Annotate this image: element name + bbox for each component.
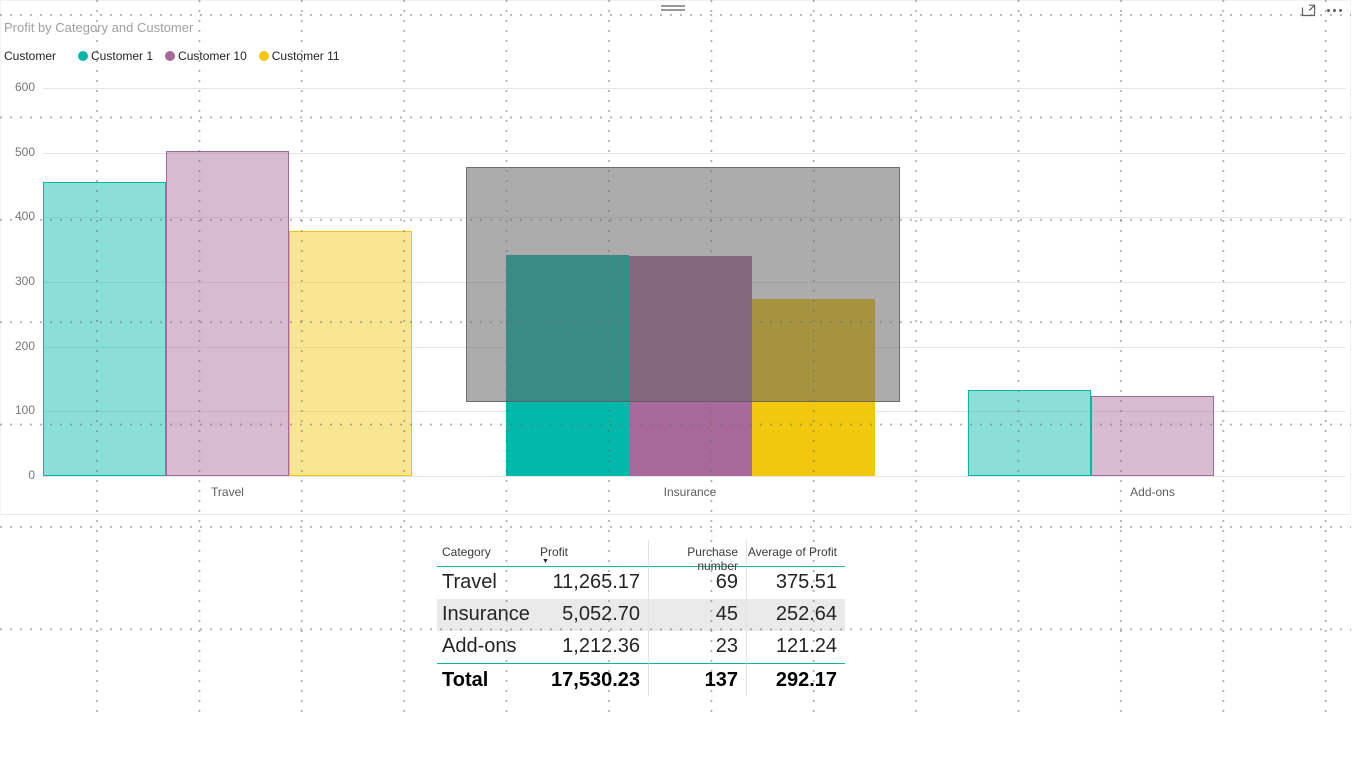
y-gridline bbox=[43, 88, 1346, 89]
table-cell[interactable]: 5,052.70 bbox=[535, 599, 648, 631]
column-header-average-of-profit[interactable]: Average of Profit bbox=[746, 540, 845, 567]
table-cell[interactable]: 252.64 bbox=[746, 599, 845, 631]
table-cell[interactable]: Add-ons bbox=[442, 635, 517, 657]
table-visual[interactable]: Category Profit ▼ Purchase number Average of… bbox=[437, 540, 845, 696]
bar-travel-customer-1[interactable] bbox=[43, 181, 166, 476]
sort-descending-icon: ▼ bbox=[542, 558, 549, 565]
y-axis-tick-label: 400 bbox=[14, 209, 35, 224]
bar-add-ons-customer-10[interactable] bbox=[1091, 395, 1214, 476]
y-axis-tick-label: 300 bbox=[14, 274, 35, 288]
y-axis-tick-label: 100 bbox=[14, 403, 35, 418]
summary-table: Category Profit ▼ Purchase number Average of… bbox=[437, 540, 845, 696]
y-axis-tick-label: 200 bbox=[14, 338, 35, 353]
bar-travel-customer-10[interactable] bbox=[166, 150, 289, 476]
total-row: 137 bbox=[648, 663, 746, 696]
table-cell[interactable]: 23 bbox=[648, 631, 746, 663]
bar-add-ons-customer-1[interactable] bbox=[968, 389, 1091, 476]
table-cell[interactable]: 1,212.36 bbox=[562, 635, 640, 657]
table-cell[interactable]: Travel bbox=[442, 571, 497, 593]
column-header-purchase-number[interactable]: Purchase number bbox=[648, 540, 746, 573]
y-gridline bbox=[43, 476, 1346, 477]
table-cell[interactable]: Insurance bbox=[437, 599, 535, 631]
table-cell[interactable]: 121.24 bbox=[746, 631, 845, 663]
total-cell: 137 bbox=[648, 663, 746, 696]
table-cell[interactable]: 11,265.17 bbox=[552, 571, 641, 593]
total-cell: Total bbox=[437, 663, 535, 696]
plot-area: 0 100 200 300 400 500 600 Travel Insurance Add-on… bbox=[1, 1, 1352, 516]
column-chart-visual[interactable]: Profit by Category and Customer Customer… bbox=[0, 0, 1351, 515]
column-header-label: Profit bbox=[540, 545, 569, 559]
total-row: 292.17 bbox=[746, 663, 845, 696]
y-axis-tick-label: 0 bbox=[28, 468, 35, 482]
x-axis-category-label: Add-ons bbox=[1130, 485, 1175, 499]
table-cell[interactable]: 375.51 bbox=[746, 567, 845, 599]
selection-rectangle bbox=[466, 167, 900, 402]
total-row: Total bbox=[437, 663, 535, 696]
column-header-label: Category bbox=[442, 545, 491, 559]
x-axis-category-label: Travel bbox=[211, 485, 244, 499]
total-cell: 292.17 bbox=[746, 663, 845, 696]
bar-travel-customer-11[interactable] bbox=[289, 230, 412, 476]
total-row: 17,530.23 bbox=[535, 663, 648, 696]
column-header-label: Average of Profit bbox=[747, 545, 837, 559]
column-header-category[interactable]: Category bbox=[437, 540, 535, 567]
total-cell: 17,530.23 bbox=[535, 663, 648, 696]
table-cell[interactable]: 45 bbox=[648, 599, 746, 631]
y-axis-tick-label: 600 bbox=[14, 80, 35, 94]
x-axis-category-label: Insurance bbox=[663, 485, 717, 499]
column-header-profit[interactable]: Profit ▼ bbox=[535, 540, 648, 567]
y-axis-tick-label: 500 bbox=[14, 144, 35, 159]
table-cell[interactable]: 69 bbox=[648, 567, 746, 599]
